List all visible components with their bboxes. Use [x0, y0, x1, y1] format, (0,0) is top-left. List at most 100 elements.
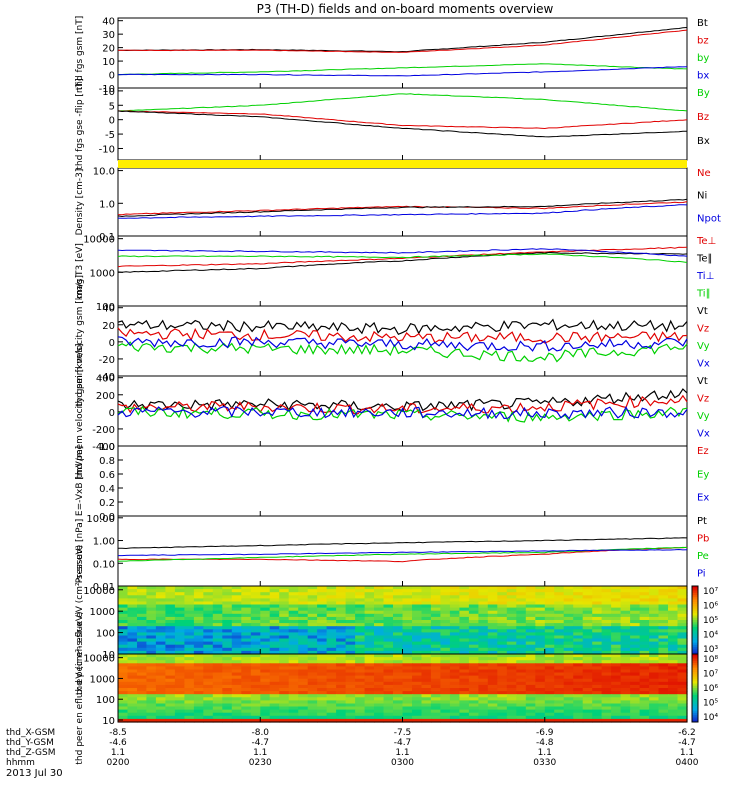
- heatmap-cell: [440, 663, 451, 667]
- heatmap-cell: [165, 706, 176, 711]
- heatmap-cell: [430, 610, 441, 615]
- heatmap-cell: [440, 589, 451, 593]
- heatmap-cell: [601, 672, 612, 677]
- heatmap-cell: [516, 610, 527, 615]
- heatmap-cell: [554, 697, 565, 701]
- heatmap-cell: [165, 613, 176, 618]
- heatmap-cell: [118, 663, 129, 667]
- heatmap-cell: [525, 666, 536, 671]
- heatmap-cell: [222, 700, 233, 705]
- heatmap-cell: [535, 604, 546, 609]
- heatmap-cell: [468, 616, 479, 621]
- heatmap-cell: [620, 681, 631, 686]
- heatmap-cell: [630, 635, 641, 640]
- heatmap-cell: [516, 598, 527, 603]
- heatmap-cell: [298, 598, 309, 603]
- heatmap-cell: [630, 607, 641, 612]
- heatmap-cell: [231, 626, 242, 630]
- panel-frame: [117, 167, 688, 237]
- heatmap-cell: [288, 654, 299, 658]
- heatmap-cell: [364, 635, 375, 640]
- heatmap-cell: [582, 688, 593, 692]
- heatmap-cell: [668, 681, 679, 686]
- heatmap-cell: [174, 684, 185, 689]
- y-tick-label: 0.4: [99, 484, 115, 495]
- heatmap-cell: [668, 601, 679, 606]
- heatmap-cell: [668, 586, 679, 590]
- heatmap-cell: [241, 697, 252, 701]
- heatmap-cell: [430, 650, 441, 655]
- heatmap-cell: [449, 644, 460, 649]
- colorbar-cell: [692, 697, 698, 700]
- heatmap-cell: [355, 712, 366, 717]
- heatmap-cell: [421, 666, 432, 671]
- heatmap-cell: [279, 681, 290, 686]
- heatmap-cell: [459, 675, 470, 680]
- heatmap-cell: [487, 650, 498, 655]
- heatmap-cell: [459, 595, 470, 599]
- heatmap-cell: [269, 592, 280, 596]
- heatmap-cell: [383, 712, 394, 717]
- heatmap-cell: [449, 663, 460, 667]
- heatmap-cell: [307, 681, 318, 686]
- heatmap-cell: [468, 675, 479, 680]
- heatmap-cell: [649, 697, 660, 701]
- heatmap-cell: [260, 718, 271, 723]
- heatmap-cell: [383, 715, 394, 720]
- heatmap-cell: [393, 712, 404, 717]
- legend-Ey: Ey: [697, 469, 709, 480]
- colorbar-label: 10⁶: [703, 602, 718, 612]
- heatmap-cell: [668, 700, 679, 705]
- heatmap-cell: [326, 641, 337, 646]
- heatmap-cell: [222, 638, 233, 643]
- y-tick-label: 10: [102, 716, 115, 727]
- heatmap-cell: [212, 666, 223, 671]
- heatmap-cell: [317, 610, 328, 615]
- heatmap-cell: [393, 691, 404, 695]
- heatmap-cell: [430, 657, 441, 661]
- heatmap-cell: [487, 663, 498, 667]
- heatmap-cell: [174, 613, 185, 618]
- heatmap-cell: [592, 616, 603, 621]
- heatmap-cell: [155, 613, 166, 618]
- heatmap-cell: [184, 703, 195, 708]
- colorbar-frame: [691, 653, 699, 723]
- heatmap-cell: [118, 601, 129, 606]
- heatmap-cell: [184, 604, 195, 609]
- heatmap-cell: [412, 629, 423, 633]
- heatmap-cell: [317, 654, 328, 658]
- heatmap-cell: [137, 586, 148, 590]
- heatmap-cell: [412, 681, 423, 686]
- heatmap-cell: [155, 718, 166, 723]
- heatmap-cell: [658, 604, 669, 609]
- heatmap-cell: [506, 718, 517, 723]
- heatmap-cell: [412, 700, 423, 705]
- heatmap-cell: [174, 709, 185, 714]
- heatmap-cell: [383, 589, 394, 593]
- heatmap-cell: [203, 709, 214, 714]
- heatmap-cell: [137, 592, 148, 596]
- heatmap-cell: [165, 641, 176, 646]
- heatmap-cell: [298, 681, 309, 686]
- heatmap-cell: [573, 718, 584, 723]
- heatmap-cell: [525, 688, 536, 692]
- heatmap-cell: [288, 586, 299, 590]
- heatmap-cell: [449, 709, 460, 714]
- heatmap-cell: [345, 620, 356, 624]
- heatmap-cell: [402, 604, 413, 609]
- heatmap-cell: [478, 697, 489, 701]
- heatmap-cell: [317, 718, 328, 723]
- heatmap-cell: [231, 650, 242, 655]
- heatmap-cell: [298, 638, 309, 643]
- heatmap-cell: [639, 654, 650, 658]
- heatmap-cell: [668, 669, 679, 674]
- heatmap-cell: [241, 703, 252, 708]
- heatmap-cell: [231, 601, 242, 606]
- heatmap-cell: [231, 712, 242, 717]
- heatmap-cell: [630, 650, 641, 655]
- heatmap-cell: [241, 672, 252, 677]
- heatmap-cell: [487, 607, 498, 612]
- heatmap-cell: [155, 669, 166, 674]
- colorbar-cell: [692, 665, 698, 669]
- heatmap-cell: [554, 694, 565, 698]
